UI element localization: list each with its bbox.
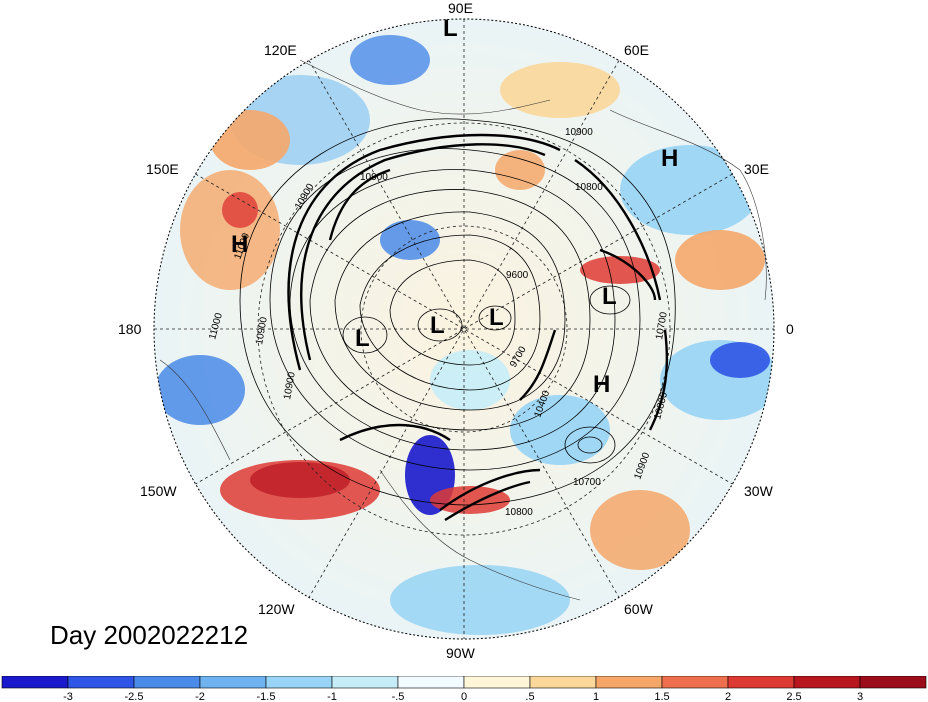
colorbar: -3 -2.5 -2 -1.5 -1 -.5 0 .5 1 1.5 2 2.5 3 xyxy=(1,676,927,702)
colorbar-box xyxy=(529,676,597,689)
pressure-centers: L H H L L L L H xyxy=(231,15,678,398)
low-center: L xyxy=(489,304,504,331)
contour-label: 10700 xyxy=(654,311,670,341)
colorbar-box xyxy=(199,676,267,689)
lon-label-120w: 120W xyxy=(258,601,295,617)
contour-label: 10700 xyxy=(573,477,601,488)
contour-label: 10900 xyxy=(565,127,593,138)
jet-contours xyxy=(287,133,669,522)
contour-label: 9600 xyxy=(506,270,529,281)
contour-label: 10900 xyxy=(254,316,270,346)
colorbar-tick-label: .5 xyxy=(525,691,534,702)
colorbar-tick-label: -.5 xyxy=(392,691,405,702)
low-center: L xyxy=(355,325,370,352)
colorbar-box xyxy=(265,676,333,689)
colorbar-tick-label: 3 xyxy=(857,691,863,702)
lon-label-120e: 120E xyxy=(264,42,297,58)
lon-label-60w: 60W xyxy=(624,601,654,617)
graticule xyxy=(154,19,774,639)
lon-label-30e: 30E xyxy=(744,161,769,177)
colorbar-box xyxy=(331,676,399,689)
colorbar-tick-label: 1 xyxy=(593,691,599,702)
low-center: L xyxy=(443,15,458,42)
colorbar-tick-label: 0 xyxy=(461,691,467,702)
colorbar-box xyxy=(1,676,69,689)
contour-label: 10800 xyxy=(575,182,603,193)
contour-label: 10800 xyxy=(505,507,533,518)
lon-label-150w: 150W xyxy=(140,483,177,499)
colorbar-tick-label: -2 xyxy=(195,691,205,702)
colorbar-tick-label: 2 xyxy=(725,691,731,702)
low-center: L xyxy=(430,312,445,339)
colorbar-tick-label: 2.5 xyxy=(786,691,801,702)
lon-label-150e: 150E xyxy=(146,161,179,177)
colorbar-boxes xyxy=(1,676,927,689)
lon-label-60e: 60E xyxy=(624,42,649,58)
lon-label-30w: 30W xyxy=(744,483,774,499)
map-title: Day 2002022212 xyxy=(50,620,249,650)
longitude-labels: 90E 60E 30E 0 30W 60W 90W 120W 150W 180 … xyxy=(118,0,794,661)
high-center: H xyxy=(593,371,610,398)
lon-label-90e: 90E xyxy=(448,0,473,16)
anomaly-shading xyxy=(155,35,774,635)
height-contours xyxy=(239,118,676,506)
colorbar-box xyxy=(859,676,927,689)
colorbar-box xyxy=(595,676,663,689)
low-center: L xyxy=(602,283,617,310)
high-center: H xyxy=(661,145,678,172)
high-center: H xyxy=(231,231,248,258)
colorbar-tick-label: -2.5 xyxy=(125,691,144,702)
colorbar-tick-label: 1.5 xyxy=(654,691,669,702)
lon-label-90w: 90W xyxy=(446,645,476,661)
contour-label: 10900 xyxy=(282,371,298,401)
map-boundary xyxy=(153,18,775,640)
colorbar-ticks: -3 -2.5 -2 -1.5 -1 -.5 0 .5 1 1.5 2 2.5 3 xyxy=(63,691,863,702)
colorbar-box xyxy=(463,676,531,689)
colorbar-box xyxy=(727,676,795,689)
colorbar-box xyxy=(133,676,201,689)
colorbar-tick-label: -1.5 xyxy=(257,691,276,702)
coastlines xyxy=(159,59,767,601)
colorbar-box xyxy=(793,676,861,689)
colorbar-box xyxy=(67,676,135,689)
contour-label: 10900 xyxy=(360,172,388,183)
colorbar-box xyxy=(661,676,729,689)
colorbar-box xyxy=(397,676,465,689)
colorbar-tick-label: -3 xyxy=(63,691,73,702)
colorbar-tick-label: -1 xyxy=(327,691,337,702)
lon-label-0: 0 xyxy=(786,321,794,337)
lon-label-180: 180 xyxy=(118,321,142,337)
